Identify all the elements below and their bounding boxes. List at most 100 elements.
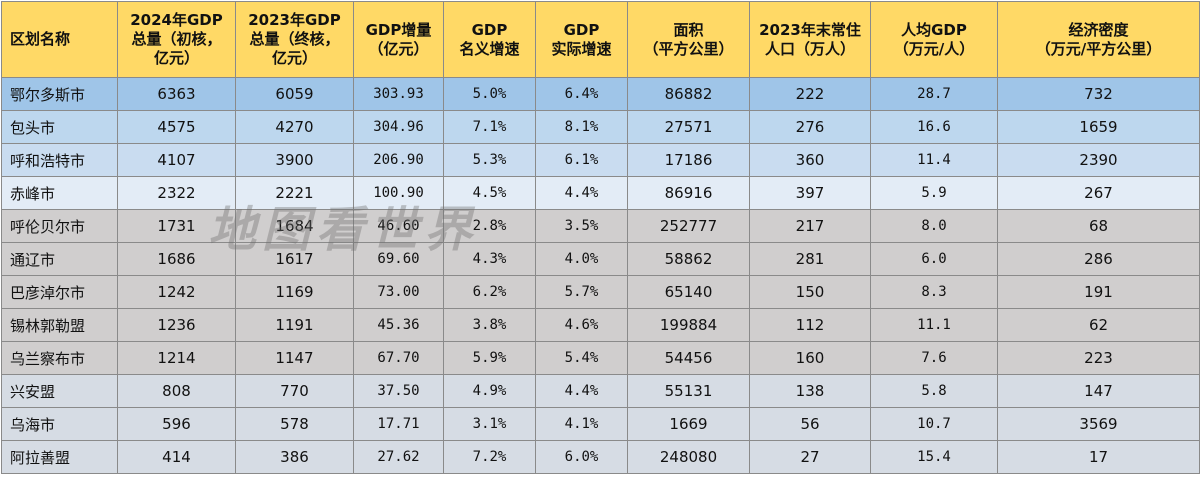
table-cell: 69.60 bbox=[353, 242, 444, 276]
table-cell: 4.1% bbox=[535, 407, 628, 441]
table-cell: 17186 bbox=[627, 143, 750, 177]
table-cell: 11.4 bbox=[870, 143, 998, 177]
table-cell: 1236 bbox=[117, 308, 236, 342]
table-cell: 1669 bbox=[627, 407, 750, 441]
region-name-cell: 鄂尔多斯市 bbox=[1, 77, 118, 111]
column-header: 面积 （平方公里） bbox=[627, 1, 750, 78]
table-cell: 1214 bbox=[117, 341, 236, 375]
table-row: 鄂尔多斯市 6363 6059 303.93 5.0% 6.4% 86882 222 28.7 7… bbox=[1, 77, 1200, 111]
table-cell: 2390 bbox=[997, 143, 1200, 177]
table-cell: 3569 bbox=[997, 407, 1200, 441]
table-cell: 222 bbox=[749, 77, 871, 111]
table-cell: 6363 bbox=[117, 77, 236, 111]
table-cell: 54456 bbox=[627, 341, 750, 375]
region-name-cell: 乌兰察布市 bbox=[1, 341, 118, 375]
table-cell: 248080 bbox=[627, 440, 750, 474]
region-name-cell: 巴彦淖尔市 bbox=[1, 275, 118, 309]
table-cell: 1169 bbox=[235, 275, 354, 309]
table-cell: 62 bbox=[997, 308, 1200, 342]
table-cell: 37.50 bbox=[353, 374, 444, 408]
table-cell: 2322 bbox=[117, 176, 236, 210]
column-header-label: 区划名称 bbox=[10, 30, 71, 48]
table-cell: 73.00 bbox=[353, 275, 444, 309]
region-name-cell: 呼伦贝尔市 bbox=[1, 209, 118, 243]
table-cell: 6.2% bbox=[443, 275, 536, 309]
table-cell: 5.9 bbox=[870, 176, 998, 210]
column-header-label: GDP增量 （亿元） bbox=[365, 20, 432, 58]
table-cell: 17.71 bbox=[353, 407, 444, 441]
table-row: 包头市 4575 4270 304.96 7.1% 8.1% 27571 276 16.6 165… bbox=[1, 110, 1200, 144]
region-name-cell: 包头市 bbox=[1, 110, 118, 144]
table-cell: 206.90 bbox=[353, 143, 444, 177]
region-name-cell: 兴安盟 bbox=[1, 374, 118, 408]
table-cell: 3.8% bbox=[443, 308, 536, 342]
table-cell: 4270 bbox=[235, 110, 354, 144]
table-cell: 6.0 bbox=[870, 242, 998, 276]
column-header: 2023年GDP 总量（终核， 亿元） bbox=[235, 1, 354, 78]
table-cell: 55131 bbox=[627, 374, 750, 408]
column-header-label: 经济密度 （万元/平方公里） bbox=[1035, 20, 1162, 58]
column-header-label: 面积 （平方公里） bbox=[643, 20, 734, 58]
table-cell: 5.9% bbox=[443, 341, 536, 375]
table-row: 呼和浩特市 4107 3900 206.90 5.3% 6.1% 17186 360 11.4 2… bbox=[1, 143, 1200, 177]
table-cell: 3900 bbox=[235, 143, 354, 177]
table-cell: 6059 bbox=[235, 77, 354, 111]
table-cell: 4.5% bbox=[443, 176, 536, 210]
table-cell: 7.6 bbox=[870, 341, 998, 375]
table-cell: 8.3 bbox=[870, 275, 998, 309]
column-header-label: 2024年GDP 总量（初核， 亿元） bbox=[130, 11, 223, 67]
table-cell: 86916 bbox=[627, 176, 750, 210]
table-cell: 4.3% bbox=[443, 242, 536, 276]
table-cell: 68 bbox=[997, 209, 1200, 243]
table-cell: 596 bbox=[117, 407, 236, 441]
table-row: 呼伦贝尔市 1731 1684 46.60 2.8% 3.5% 252777 217 8.0 68 bbox=[1, 209, 1200, 243]
column-header: GDP增量 （亿元） bbox=[353, 1, 444, 78]
table-cell: 1147 bbox=[235, 341, 354, 375]
table-cell: 770 bbox=[235, 374, 354, 408]
table-row: 乌海市 596 578 17.71 3.1% 4.1% 1669 56 10.7 3569 bbox=[1, 407, 1200, 441]
table-cell: 4575 bbox=[117, 110, 236, 144]
column-header: 2024年GDP 总量（初核， 亿元） bbox=[117, 1, 236, 78]
table-cell: 160 bbox=[749, 341, 871, 375]
table-cell: 112 bbox=[749, 308, 871, 342]
column-header: GDP 实际增速 bbox=[535, 1, 628, 78]
table-cell: 360 bbox=[749, 143, 871, 177]
column-header-label: 人均GDP （万元/人） bbox=[893, 20, 975, 58]
table-cell: 15.4 bbox=[870, 440, 998, 474]
table-cell: 150 bbox=[749, 275, 871, 309]
table-cell: 1191 bbox=[235, 308, 354, 342]
region-name-cell: 阿拉善盟 bbox=[1, 440, 118, 474]
table-body: 鄂尔多斯市 6363 6059 303.93 5.0% 6.4% 86882 222 28.7 7… bbox=[1, 77, 1200, 474]
table-cell: 8.1% bbox=[535, 110, 628, 144]
table-cell: 1617 bbox=[235, 242, 354, 276]
table-cell: 3.5% bbox=[535, 209, 628, 243]
table-cell: 191 bbox=[997, 275, 1200, 309]
table-cell: 6.0% bbox=[535, 440, 628, 474]
table-row: 阿拉善盟 414 386 27.62 7.2% 6.0% 248080 27 15.4 17 bbox=[1, 440, 1200, 474]
table-cell: 4.0% bbox=[535, 242, 628, 276]
column-header-label: 2023年GDP 总量（终核， 亿元） bbox=[248, 11, 341, 67]
table-cell: 100.90 bbox=[353, 176, 444, 210]
table-cell: 8.0 bbox=[870, 209, 998, 243]
table-cell: 808 bbox=[117, 374, 236, 408]
table-cell: 10.7 bbox=[870, 407, 998, 441]
table-cell: 45.36 bbox=[353, 308, 444, 342]
column-header-label: GDP 实际增速 bbox=[551, 20, 612, 58]
table-row: 通辽市 1686 1617 69.60 4.3% 4.0% 58862 281 6.0 286 bbox=[1, 242, 1200, 276]
table-cell: 27.62 bbox=[353, 440, 444, 474]
table-cell: 199884 bbox=[627, 308, 750, 342]
table-cell: 4.6% bbox=[535, 308, 628, 342]
table-cell: 7.2% bbox=[443, 440, 536, 474]
table-cell: 6.1% bbox=[535, 143, 628, 177]
table-cell: 2.8% bbox=[443, 209, 536, 243]
table-row: 巴彦淖尔市 1242 1169 73.00 6.2% 5.7% 65140 150 8.3 191 bbox=[1, 275, 1200, 309]
column-header: 人均GDP （万元/人） bbox=[870, 1, 998, 78]
column-header: 2023年末常住 人口（万人） bbox=[749, 1, 871, 78]
table-cell: 386 bbox=[235, 440, 354, 474]
table-cell: 286 bbox=[997, 242, 1200, 276]
table-cell: 6.4% bbox=[535, 77, 628, 111]
table-cell: 276 bbox=[749, 110, 871, 144]
table-cell: 217 bbox=[749, 209, 871, 243]
region-name-cell: 呼和浩特市 bbox=[1, 143, 118, 177]
